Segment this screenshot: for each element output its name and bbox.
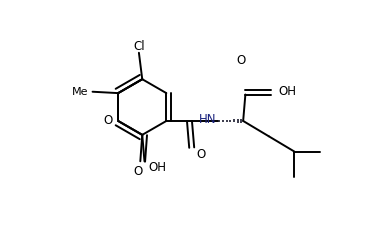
Text: OH: OH: [278, 85, 296, 98]
Text: HN: HN: [199, 113, 217, 126]
Text: Cl: Cl: [133, 40, 145, 53]
Text: OH: OH: [149, 161, 167, 174]
Text: O: O: [134, 165, 143, 178]
Text: O: O: [237, 54, 246, 67]
Text: O: O: [103, 115, 112, 127]
Text: O: O: [196, 148, 205, 161]
Text: Me: Me: [72, 87, 89, 97]
